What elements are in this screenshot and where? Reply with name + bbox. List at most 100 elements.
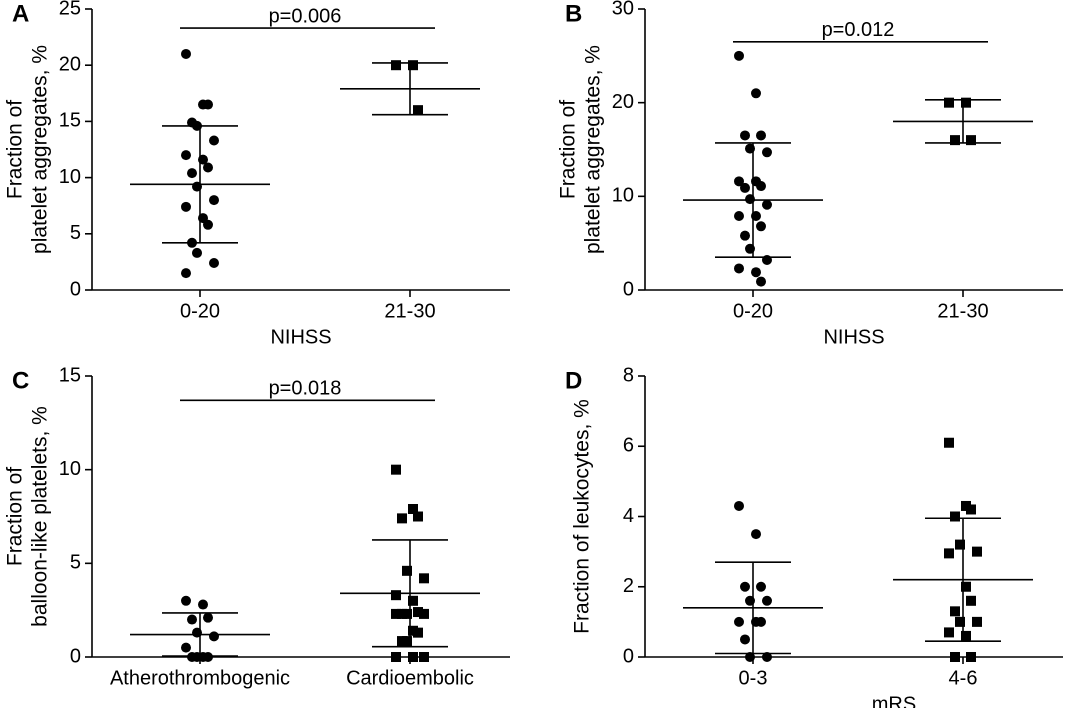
data-point [756,221,766,232]
panel: C Fraction of balloon-like platelets, % 0 5 1… [4,364,510,689]
data-point [391,608,401,619]
data-point [391,590,401,601]
data-point [961,97,971,108]
y-axis-label: Fraction of [557,100,580,199]
data-point [402,565,412,576]
y-tick-label: 10 [59,458,81,480]
data-point [203,162,213,173]
y-tick-label: 0 [70,645,81,667]
data-point [397,513,407,524]
data-point [391,60,401,71]
data-point [950,606,960,617]
data-point [181,595,191,606]
data-point [413,607,423,618]
data-point [756,130,766,141]
data-point [762,147,772,158]
data-point [966,652,976,662]
data-point [181,150,191,161]
y-tick-label: 25 [59,0,81,19]
data-point [391,464,401,475]
panel-label: D [565,367,582,394]
data-point [408,504,418,515]
data-point [955,539,965,550]
x-axis-label: NIHSS [823,326,884,348]
data-point [961,581,971,592]
y-tick-label: 20 [59,53,81,75]
data-point [944,548,954,559]
y-tick-label: 30 [612,0,634,19]
panel-label: C [12,367,29,394]
data-point [762,595,772,606]
y-axis-label: balloon-like platelets, % [29,406,52,627]
x-tick-label: 21-30 [384,300,435,322]
data-point [391,652,401,662]
data-point [740,581,750,592]
data-point [944,437,954,448]
data-point [762,652,772,662]
data-point [944,97,954,108]
data-point [419,573,429,584]
data-point [408,652,418,662]
y-tick-label: 15 [59,110,81,132]
data-point [745,652,755,662]
panel: A Fraction of platelet aggregates, % 0 5 10 15… [4,0,510,348]
data-point [198,599,208,610]
data-point [203,219,213,230]
data-point [950,652,960,662]
y-tick-label: 0 [623,645,634,667]
data-point [209,135,219,146]
y-tick-label: 0 [70,278,81,300]
data-point [209,195,219,206]
data-point [961,630,971,641]
y-tick-label: 10 [59,166,81,188]
y-tick-label: 2 [623,575,634,597]
x-axis-label: mRS [872,693,916,708]
data-point [203,612,213,623]
data-point [419,652,429,662]
data-point [402,608,412,619]
data-point [192,247,202,258]
panel-label: B [565,0,582,27]
x-tick-label: 0-20 [733,300,773,322]
data-point [756,581,766,592]
data-point [413,105,423,116]
data-point [408,595,418,606]
data-point [209,258,219,269]
data-point [734,176,744,187]
data-point [419,608,429,619]
data-point [181,642,191,653]
y-tick-label: 4 [623,505,634,527]
data-point [740,230,750,241]
panel: D Fraction of leukocytes, % 0 2 4 6 8 0-3 4-6 mRS [565,364,1063,708]
data-point [181,268,191,279]
y-tick-label: 6 [623,435,634,457]
p-value: p=0.018 [269,378,342,400]
data-point [966,504,976,515]
y-tick-label: 15 [59,364,81,386]
data-point [181,201,191,212]
data-point [751,529,761,540]
data-point [209,631,219,642]
data-point [944,627,954,638]
data-point [740,130,750,141]
data-point [187,168,197,179]
data-point [402,636,412,647]
y-axis-label: Fraction of [4,467,27,566]
data-point [408,60,418,71]
panel-label: A [12,0,29,27]
p-value: p=0.012 [822,19,895,41]
data-point [950,135,960,146]
p-value: p=0.006 [269,5,342,27]
data-point [734,616,744,627]
data-point [187,614,197,625]
y-tick-label: 0 [623,278,634,300]
data-point [972,546,982,557]
x-tick-label: 21-30 [937,300,988,322]
data-point [966,135,976,146]
y-axis-label: platelet aggregates, % [582,45,605,254]
y-axis-label: Fraction of [4,100,27,199]
data-point [955,616,965,627]
data-point [413,511,423,522]
data-point [181,48,191,59]
